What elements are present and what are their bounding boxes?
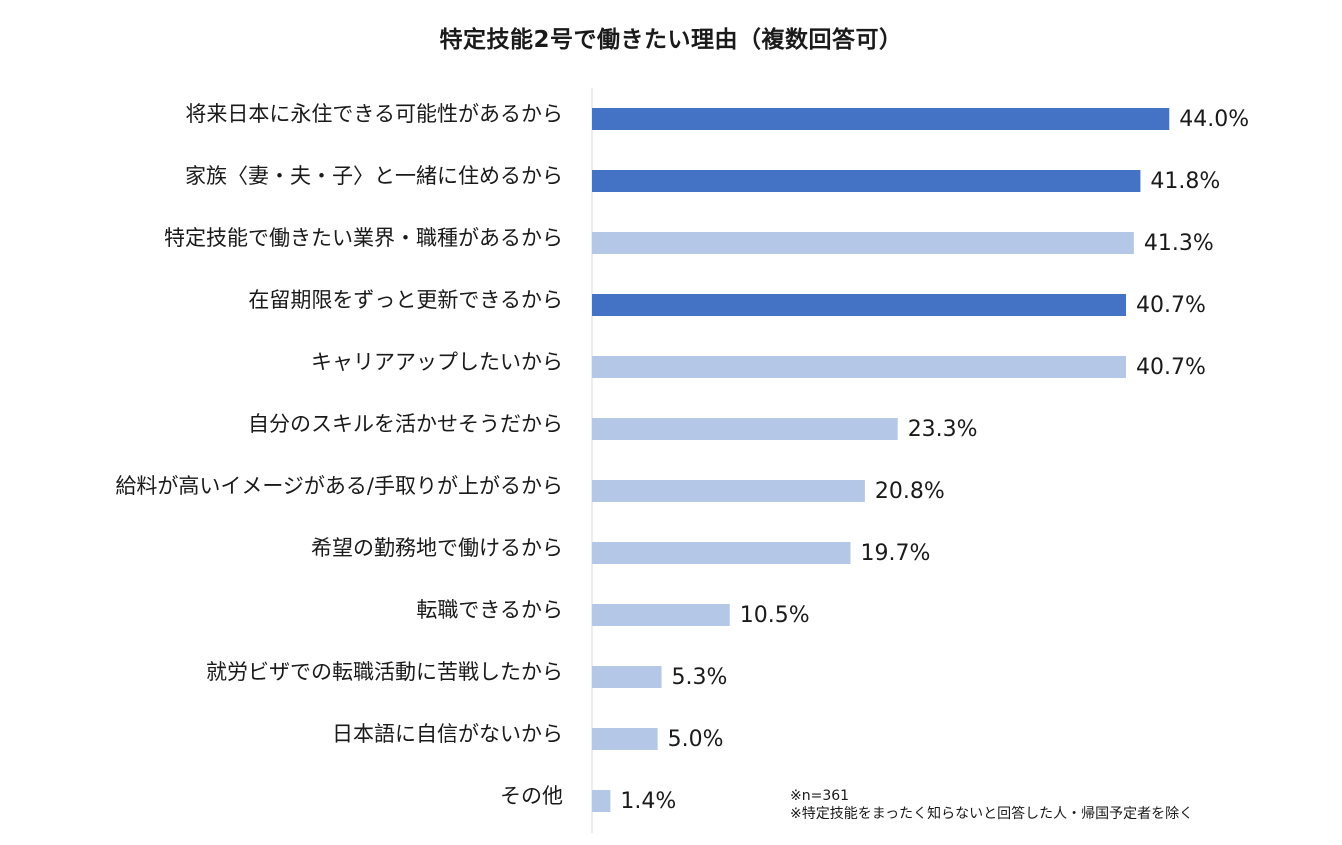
category-labels: 将来日本に永住できる可能性があるから家族〈妻・夫・子〉と一緒に住めるから特定技能… — [115, 102, 563, 808]
value-label: 41.3% — [1144, 231, 1214, 256]
bar — [592, 666, 662, 688]
value-label: 40.7% — [1136, 355, 1206, 380]
bar — [592, 604, 730, 626]
bar — [592, 728, 658, 750]
value-label: 40.7% — [1136, 293, 1206, 318]
category-label: 給料が高いイメージがある/手取りが上がるから — [115, 474, 563, 498]
footnote-exclusion-note: ※特定技能をまったく知らないと回答した人・帰国予定者を除く — [790, 806, 1194, 822]
bar — [592, 170, 1141, 192]
value-label: 10.5% — [740, 603, 810, 628]
category-label: 自分のスキルを活かせそうだから — [248, 412, 563, 436]
value-label: 41.8% — [1150, 169, 1220, 194]
value-label: 5.0% — [668, 727, 724, 752]
category-label: 希望の勤務地で働けるから — [311, 536, 563, 560]
value-labels: 44.0% 41.8% 41.3% 40.7% 40.7% 23.3% 20.8% 19.7%… — [620, 107, 1249, 814]
value-label: 5.3% — [672, 665, 728, 690]
value-label: 44.0% — [1179, 107, 1249, 132]
category-label: キャリアアップしたいから — [311, 350, 563, 374]
category-label: 在留期限をずっと更新できるから — [248, 288, 563, 312]
category-label: 家族〈妻・夫・子〉と一緒に住めるから — [185, 164, 563, 188]
bar — [592, 356, 1126, 378]
bar — [592, 108, 1170, 130]
category-label: 就労ビザでの転職活動に苦戦したから — [206, 660, 563, 684]
footnote-sample-size: ※n=361 — [790, 788, 850, 804]
bar — [592, 542, 851, 564]
value-label: 1.4% — [620, 789, 676, 814]
chart-title: 特定技能2号で働きたい理由（複数回答可） — [439, 27, 903, 53]
value-label: 20.8% — [875, 479, 945, 504]
value-label: 23.3% — [908, 417, 978, 442]
value-label: 19.7% — [860, 541, 930, 566]
category-label: 日本語に自信がないから — [332, 722, 563, 746]
bar — [592, 418, 898, 440]
bar — [592, 294, 1126, 316]
bar — [592, 790, 611, 812]
category-label: 転職できるから — [416, 598, 563, 622]
bar — [592, 232, 1134, 254]
footnote: ※n=361 ※特定技能をまったく知らないと回答した人・帰国予定者を除く — [790, 787, 1193, 823]
bar — [592, 480, 865, 502]
category-label: 将来日本に永住できる可能性があるから — [185, 102, 563, 126]
category-label: 特定技能で働きたい業界・職種があるから — [164, 226, 563, 250]
category-label: その他 — [500, 784, 563, 808]
bars-group — [592, 108, 1170, 812]
